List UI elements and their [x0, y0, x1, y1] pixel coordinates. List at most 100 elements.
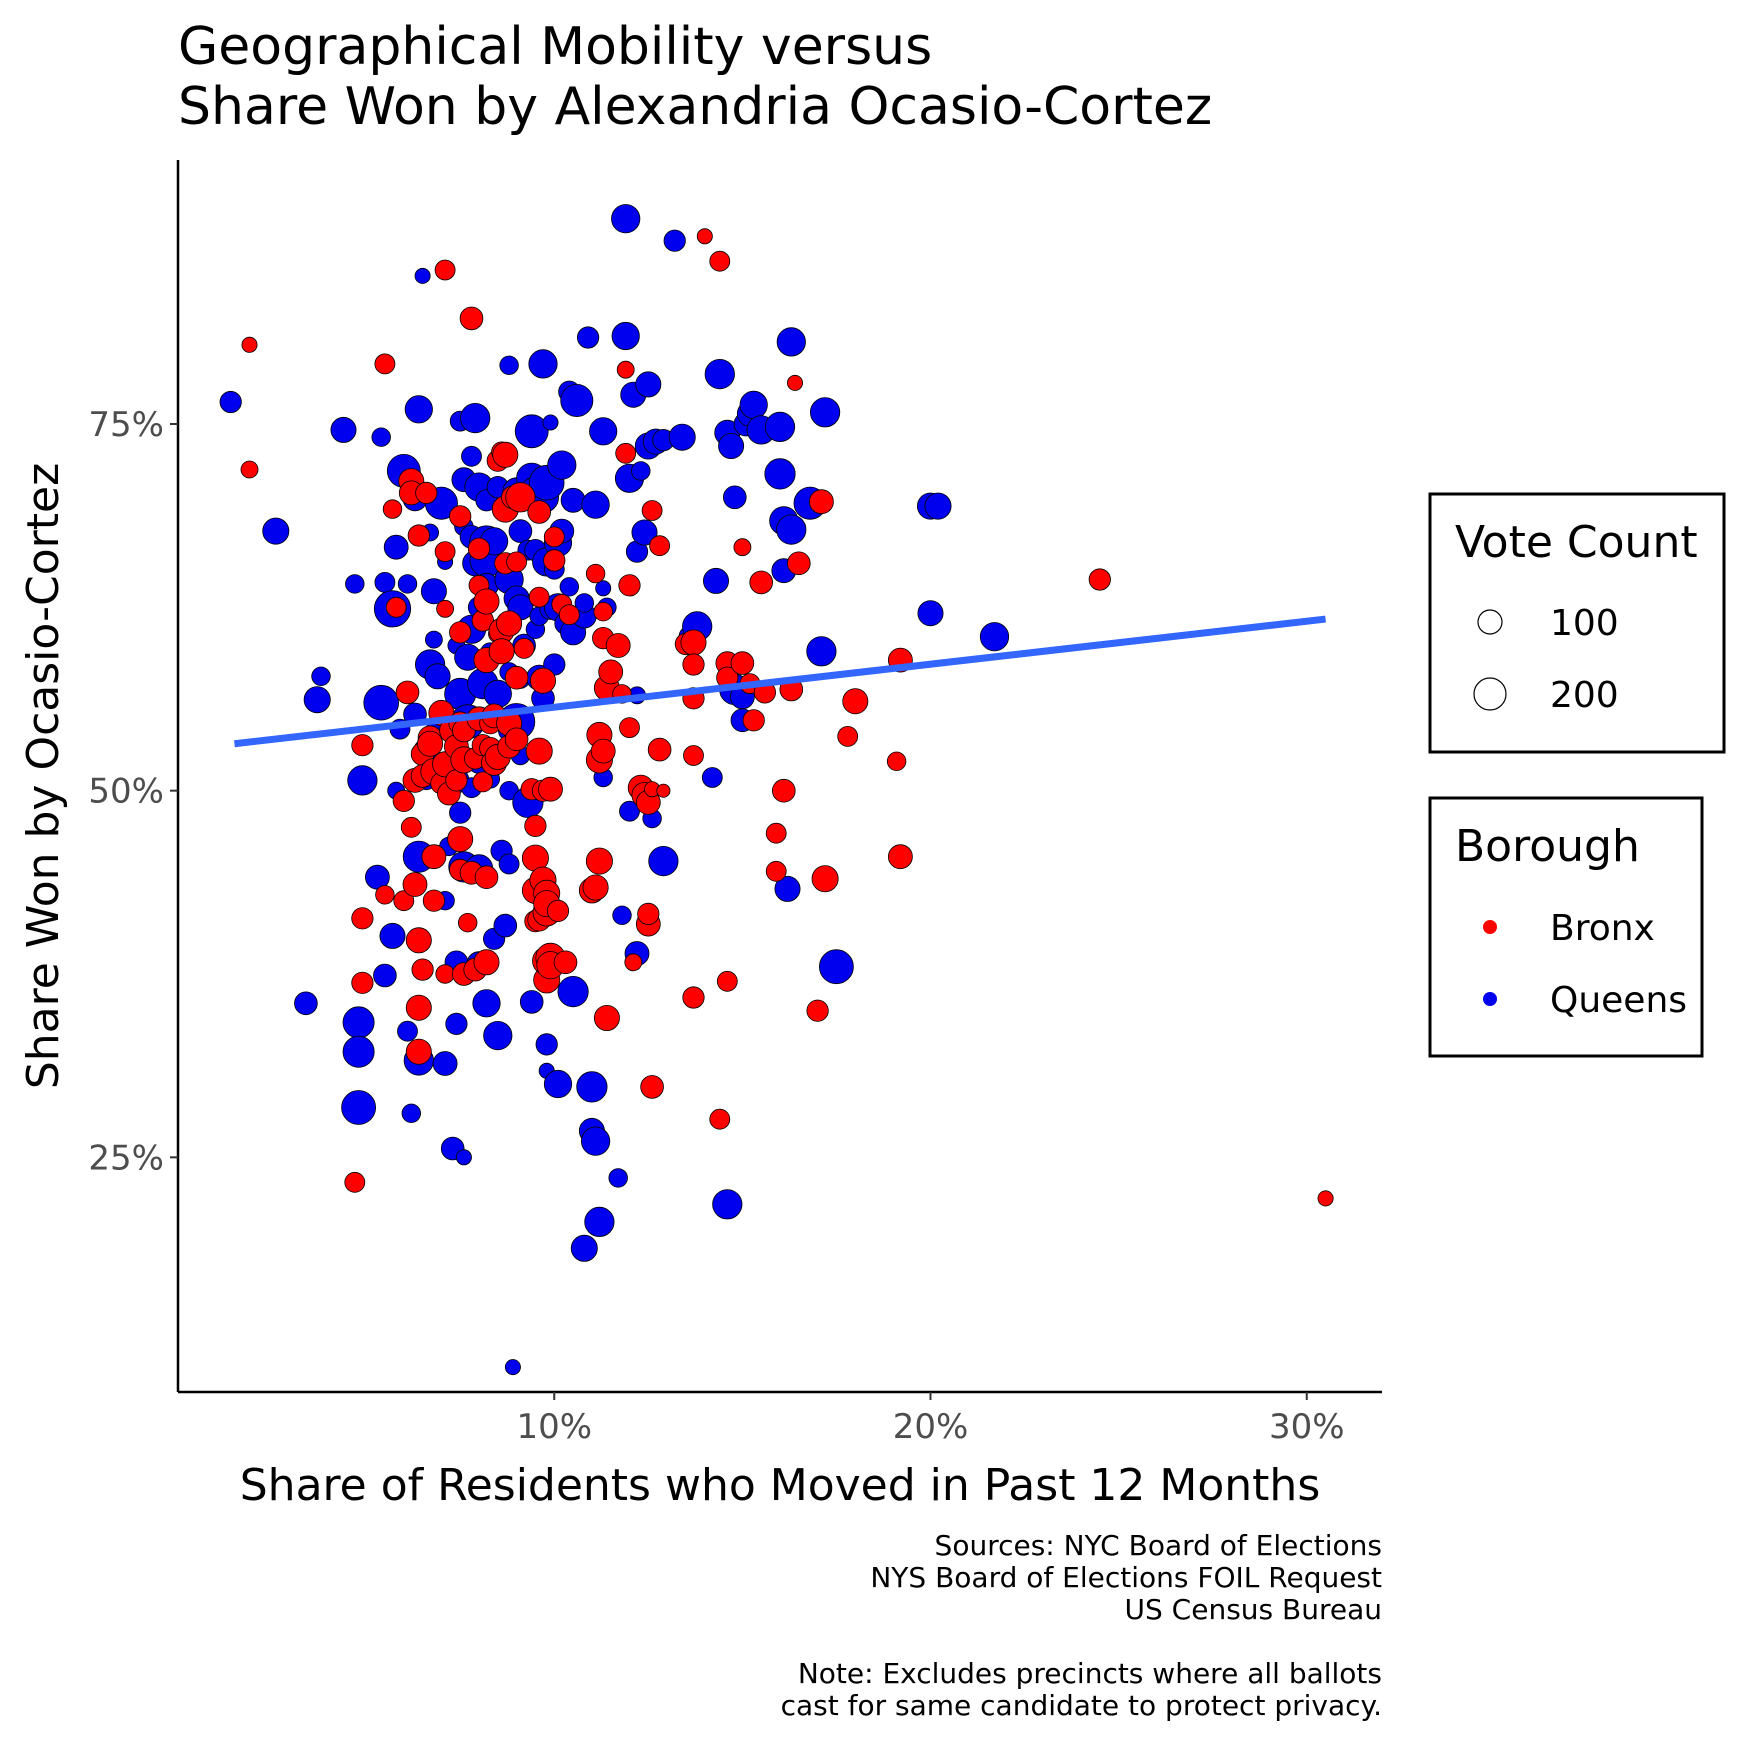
point-bronx-43: [449, 621, 472, 644]
point-bronx-9: [385, 596, 407, 618]
point-queens-28: [404, 395, 433, 424]
point-bronx-20: [405, 994, 432, 1021]
x-axis-title: Share of Residents who Moved in Past 12 …: [240, 1460, 1321, 1511]
point-bronx-27: [417, 730, 444, 757]
point-bronx-64: [473, 588, 500, 615]
point-bronx-146: [683, 745, 704, 766]
point-bronx-62: [474, 865, 499, 889]
point-queens-146: [608, 1168, 628, 1188]
point-bronx-166: [786, 551, 811, 576]
point-bronx-95: [528, 586, 550, 608]
point-queens-12: [363, 684, 400, 721]
point-bronx-29: [422, 889, 445, 912]
point-queens-192: [819, 949, 854, 985]
x-tick-label-1: 20%: [893, 1407, 969, 1447]
point-queens-0: [219, 390, 242, 414]
point-queens-170: [704, 358, 735, 390]
legend-borough-box: [1428, 796, 1704, 1058]
point-queens-22: [397, 574, 418, 594]
point-bronx-6: [374, 353, 396, 375]
point-bronx-168: [809, 489, 834, 515]
point-queens-187: [776, 327, 806, 357]
point-queens-102: [514, 414, 549, 449]
point-queens-168: [701, 767, 723, 788]
point-bronx-18: [405, 927, 432, 954]
title-line-1: Geographical Mobility versus: [178, 17, 932, 77]
point-bronx-104: [538, 776, 563, 802]
point-bronx-112: [558, 604, 580, 626]
point-bronx-173: [888, 844, 913, 870]
x-tick-label-2: 30%: [1269, 1407, 1345, 1447]
legend-queens-symbol: [1483, 992, 1497, 1006]
point-queens-89: [498, 853, 520, 875]
legend-size-label-100: 100: [1550, 603, 1619, 644]
point-bronx-4: [351, 971, 374, 994]
point-queens-49: [449, 801, 472, 824]
point-queens-194: [917, 600, 944, 627]
point-bronx-175: [1088, 568, 1111, 591]
point-queens-15: [374, 572, 396, 593]
point-queens-60: [461, 445, 482, 467]
point-bronx-128: [616, 360, 635, 379]
x-tick-label-0: 10%: [516, 1407, 592, 1447]
legend-vote-count-box: [1428, 492, 1726, 754]
point-bronx-141: [649, 535, 670, 557]
point-bronx-131: [624, 953, 643, 972]
point-queens-186: [774, 875, 801, 902]
caption-line-2: NYS Board of Elections FOIL Request: [870, 1561, 1382, 1594]
legend-queens-label: Queens: [1550, 980, 1687, 1021]
point-queens-148: [611, 204, 641, 234]
point-bronx-114: [582, 874, 609, 901]
point-queens-30: [414, 267, 431, 284]
point-queens-36: [420, 578, 447, 605]
point-bronx-125: [605, 633, 631, 658]
point-queens-139: [581, 490, 610, 519]
ticks-layer: 10% 20% 30% 25% 50% 75%: [88, 405, 1344, 1447]
point-bronx-96: [530, 667, 557, 694]
point-bronx-144: [680, 629, 707, 656]
point-bronx-161: [765, 822, 787, 844]
point-queens-90: [499, 355, 519, 376]
point-queens-171: [712, 1189, 743, 1220]
legend-borough: Borough Bronx Queens: [1428, 796, 1704, 1058]
point-queens-5: [294, 991, 318, 1016]
point-bronx-82: [506, 551, 527, 573]
point-bronx-137: [641, 500, 663, 521]
point-bronx-1: [240, 460, 259, 479]
point-queens-7: [347, 765, 378, 796]
point-queens-131: [557, 975, 589, 1008]
point-bronx-92: [525, 737, 553, 765]
point-queens-169: [703, 567, 730, 594]
point-bronx-159: [749, 570, 773, 595]
point-queens-18: [379, 922, 406, 949]
point-bronx-140: [647, 737, 672, 762]
point-queens-113: [535, 1033, 558, 1056]
point-bronx-0: [241, 336, 258, 353]
point-bronx-155: [730, 651, 755, 675]
point-queens-162: [648, 845, 679, 877]
point-queens-13: [371, 427, 391, 447]
point-queens-127: [559, 577, 580, 597]
point-bronx-149: [696, 228, 713, 245]
point-queens-17: [383, 534, 409, 560]
point-bronx-167: [806, 999, 829, 1022]
point-bronx-158: [742, 709, 765, 732]
point-queens-80: [483, 1020, 513, 1051]
point-bronx-94: [527, 500, 551, 524]
point-queens-135: [574, 593, 595, 613]
point-bronx-3: [351, 734, 374, 757]
point-queens-141: [584, 1206, 615, 1238]
legend-size-symbol-200: [1473, 677, 1507, 711]
point-queens-165: [668, 423, 696, 451]
point-bronx-176: [1317, 1190, 1334, 1207]
point-queens-4: [330, 416, 357, 443]
point-queens-84: [493, 913, 518, 938]
point-queens-182: [764, 411, 796, 442]
point-bronx-136: [637, 902, 660, 926]
y-tick-label-1: 50%: [88, 772, 164, 812]
legend-borough-title: Borough: [1455, 821, 1640, 872]
point-bronx-8: [382, 499, 403, 519]
point-bronx-147: [682, 986, 705, 1009]
point-queens-195: [924, 492, 952, 520]
point-queens-24: [401, 1103, 422, 1124]
